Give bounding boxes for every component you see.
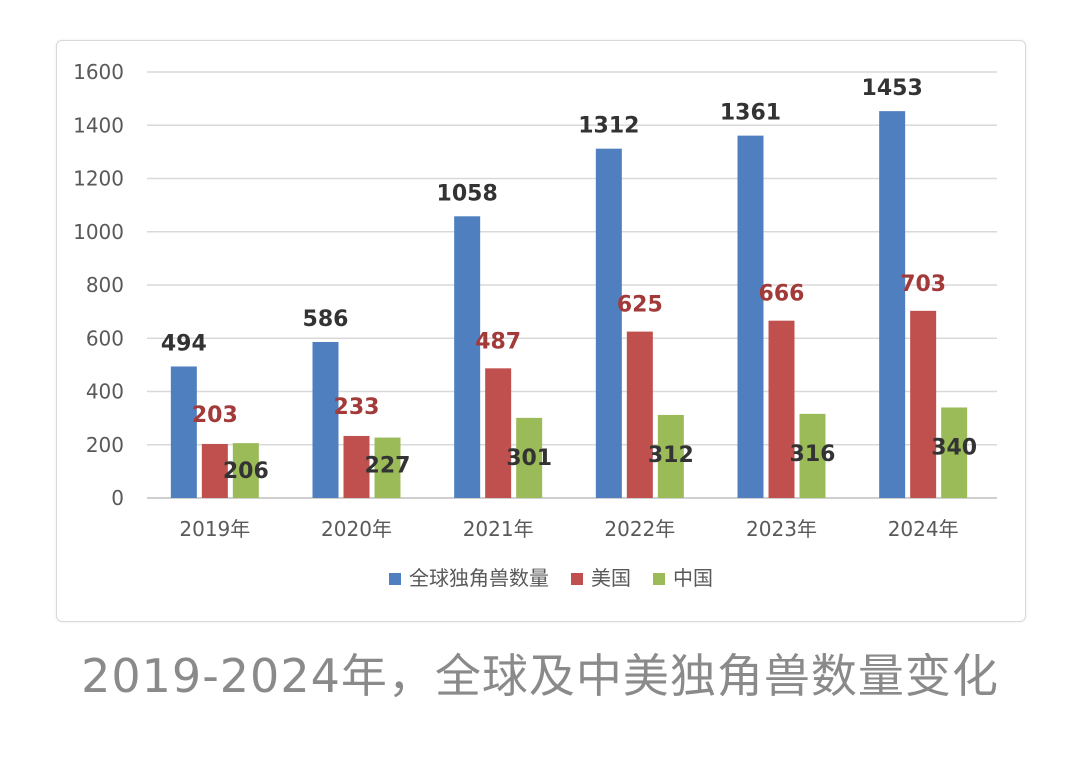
x-tick-label: 2024年 xyxy=(888,517,959,541)
bar xyxy=(941,407,968,498)
bar xyxy=(454,216,481,498)
y-tick-label: 1200 xyxy=(73,167,124,191)
bar xyxy=(170,366,197,498)
legend-label: 美国 xyxy=(591,566,631,590)
y-tick-label: 600 xyxy=(86,326,124,350)
legend-swatch xyxy=(571,573,583,585)
bar-chart: 0 200 400 600 800 1000 1200 1400 1600 494 203 206 20… xyxy=(73,60,997,590)
y-tick-label: 200 xyxy=(86,433,124,457)
x-tick-label: 2020年 xyxy=(321,517,392,541)
x-tick-label: 2019年 xyxy=(179,517,250,541)
legend-label: 全球独角兽数量 xyxy=(409,566,549,590)
bar xyxy=(879,111,906,499)
bar xyxy=(343,435,370,498)
bar xyxy=(799,413,826,498)
bar xyxy=(374,437,401,498)
data-label: 487 xyxy=(475,329,521,354)
bar xyxy=(657,414,684,498)
data-label: 203 xyxy=(192,403,238,428)
data-label: 586 xyxy=(303,307,349,332)
x-tick-label: 2023年 xyxy=(746,517,817,541)
data-label: 1361 xyxy=(720,101,781,126)
bar xyxy=(201,443,228,498)
bar xyxy=(910,310,937,498)
data-label: 1453 xyxy=(862,76,923,101)
bar xyxy=(232,443,259,498)
bar xyxy=(737,135,764,498)
y-tick-label: 400 xyxy=(86,380,124,404)
x-tick-label: 2022年 xyxy=(604,517,675,541)
bar xyxy=(312,341,339,498)
data-label: 703 xyxy=(900,272,946,297)
y-tick-label: 1600 xyxy=(73,60,124,84)
legend-swatch xyxy=(653,573,665,585)
data-label: 625 xyxy=(617,293,663,318)
data-label: 301 xyxy=(506,446,552,471)
chart-caption: 2019-2024年，全球及中美独角兽数量变化 xyxy=(81,649,999,703)
data-label: 312 xyxy=(648,443,694,468)
data-label: 233 xyxy=(334,395,380,420)
bar xyxy=(516,417,543,498)
y-tick-label: 800 xyxy=(86,273,124,297)
chart-card: 0 200 400 600 800 1000 1200 1400 1600 494 203 206 20… xyxy=(56,40,1026,622)
bar xyxy=(768,320,795,498)
data-label: 316 xyxy=(790,442,836,467)
data-label: 1312 xyxy=(578,114,639,139)
data-label: 494 xyxy=(161,331,207,356)
bar xyxy=(595,148,622,498)
data-label: 206 xyxy=(223,459,269,484)
y-tick-label: 1000 xyxy=(73,220,124,244)
data-label: 227 xyxy=(365,454,411,479)
bar xyxy=(626,331,653,498)
x-tick-label: 2021年 xyxy=(463,517,534,541)
data-label: 340 xyxy=(931,435,977,460)
data-label: 666 xyxy=(759,282,805,307)
y-tick-label: 0 xyxy=(111,486,124,510)
legend-swatch xyxy=(389,573,401,585)
y-tick-label: 1400 xyxy=(73,113,124,137)
bar xyxy=(485,368,512,498)
legend-label: 中国 xyxy=(673,566,713,590)
data-label: 1058 xyxy=(437,181,498,206)
